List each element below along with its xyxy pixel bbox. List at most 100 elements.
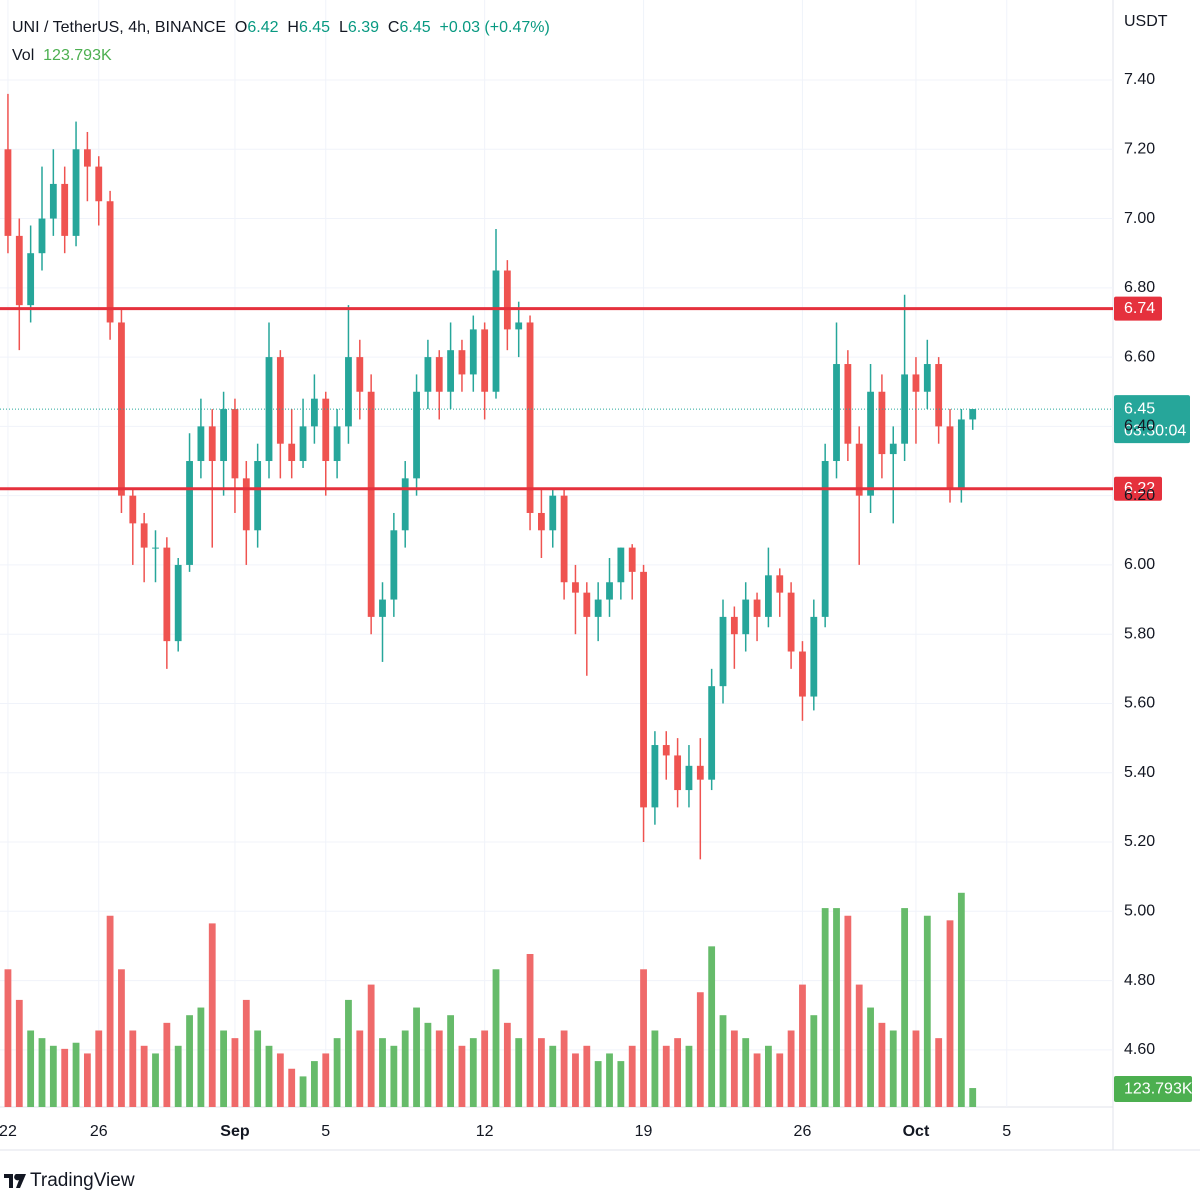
candle-body [15, 235, 23, 306]
x-tick-label: Sep [220, 1123, 250, 1140]
candle-body [390, 530, 398, 600]
c-label: C [387, 19, 400, 36]
candle-body [867, 391, 874, 496]
candle-body [765, 575, 772, 617]
volume-bar [889, 1030, 897, 1107]
candle-body [719, 616, 727, 687]
candle-body [503, 270, 511, 330]
volume-bar [129, 1030, 137, 1107]
l-label: L [338, 19, 348, 36]
x-tick-label: 26 [90, 1123, 108, 1140]
last-price-box [1114, 395, 1190, 444]
candle-body [220, 409, 228, 462]
volume-bar [708, 946, 716, 1107]
candle-body [878, 391, 886, 455]
candle-body [844, 364, 852, 444]
candle-body [787, 592, 795, 652]
candle-body [129, 495, 137, 524]
y-tick-label: 6.80 [1124, 279, 1155, 296]
volume-bar [617, 1061, 625, 1107]
volume-bar [458, 1045, 466, 1107]
volume-bar [345, 999, 352, 1107]
candle-body [526, 322, 534, 513]
candle-body [799, 651, 806, 697]
candle-body [163, 547, 171, 642]
candle-body [197, 426, 205, 462]
volume-bar [390, 1045, 398, 1107]
volume-bar [640, 969, 647, 1107]
logo-icon [4, 1174, 26, 1188]
volume-bar [333, 1038, 341, 1107]
volume-bar [106, 915, 114, 1107]
candle-body [140, 523, 148, 548]
level-label-box [1114, 476, 1162, 501]
candle-body [174, 564, 182, 642]
volume-bar [696, 992, 704, 1107]
vol-label: Vol [12, 47, 35, 64]
volume-bar [923, 915, 931, 1107]
candle-body [957, 419, 965, 489]
volume-bar [594, 1061, 602, 1107]
volume-bar [413, 1007, 420, 1107]
volume-bar [435, 1030, 443, 1107]
candle-body [435, 357, 443, 392]
volume-bar [844, 915, 852, 1107]
candle-body [515, 322, 523, 330]
y-tick-label: 6.20 [1124, 487, 1155, 504]
volume-bar [49, 1045, 57, 1107]
volume-bar [118, 969, 125, 1107]
volume-bar [254, 1030, 262, 1107]
level-label: 6.22 [1124, 480, 1155, 497]
y-tick-label: 4.80 [1124, 972, 1155, 989]
candle-body [617, 547, 625, 583]
ohlc-row: UNI / TetherUS, 4h, BINANCE O6.42 H6.45 … [12, 16, 550, 40]
volume-bar [140, 1045, 148, 1107]
volume-bar [515, 1038, 523, 1107]
volume-bar [730, 1030, 738, 1107]
volume-bar [310, 1061, 318, 1107]
volume-bar [83, 1053, 91, 1107]
candle-body [901, 374, 909, 444]
candle-body [458, 350, 466, 375]
candle-body [923, 364, 931, 392]
volume-bar [606, 1053, 613, 1107]
candle-body [367, 391, 375, 617]
y-tick-label: 4.60 [1124, 1041, 1155, 1058]
volume-bar [628, 1045, 636, 1107]
x-tick-label: Oct [903, 1123, 930, 1140]
vol-row: Vol 123.793K [12, 44, 550, 68]
volume-bar [537, 1038, 545, 1107]
candle-body [288, 443, 296, 462]
candle-body [583, 592, 591, 617]
volume-bar [242, 999, 250, 1107]
candle-body [685, 765, 693, 791]
symbol: UNI / TetherUS, 4h, BINANCE [12, 19, 226, 36]
candle-body [572, 582, 579, 593]
volume-bar [379, 1038, 386, 1107]
candle-body [662, 745, 670, 756]
candle-body [95, 166, 103, 202]
volume-bar [583, 1045, 591, 1107]
volume-bar [276, 1053, 284, 1107]
volume-bar [15, 999, 23, 1107]
volume-bar [867, 1007, 874, 1107]
volume-bar [662, 1045, 670, 1107]
h-label: H [287, 19, 299, 36]
candle-body [628, 547, 636, 572]
change: +0.03 (+0.47%) [439, 19, 550, 36]
volume-bar [719, 1015, 727, 1107]
candle-body [72, 149, 80, 236]
candle-body [560, 495, 568, 583]
h-value: 6.45 [298, 19, 331, 36]
candle-body [640, 571, 647, 808]
candle-body [537, 512, 545, 531]
candle-body [606, 582, 613, 600]
c-value: 6.45 [399, 19, 431, 36]
volume-bar [560, 1030, 568, 1107]
candle-body [379, 599, 386, 617]
candle-body [186, 461, 193, 565]
volume-bar [935, 1038, 943, 1107]
x-tick-label: 19 [635, 1123, 653, 1140]
candle-body [333, 426, 341, 462]
